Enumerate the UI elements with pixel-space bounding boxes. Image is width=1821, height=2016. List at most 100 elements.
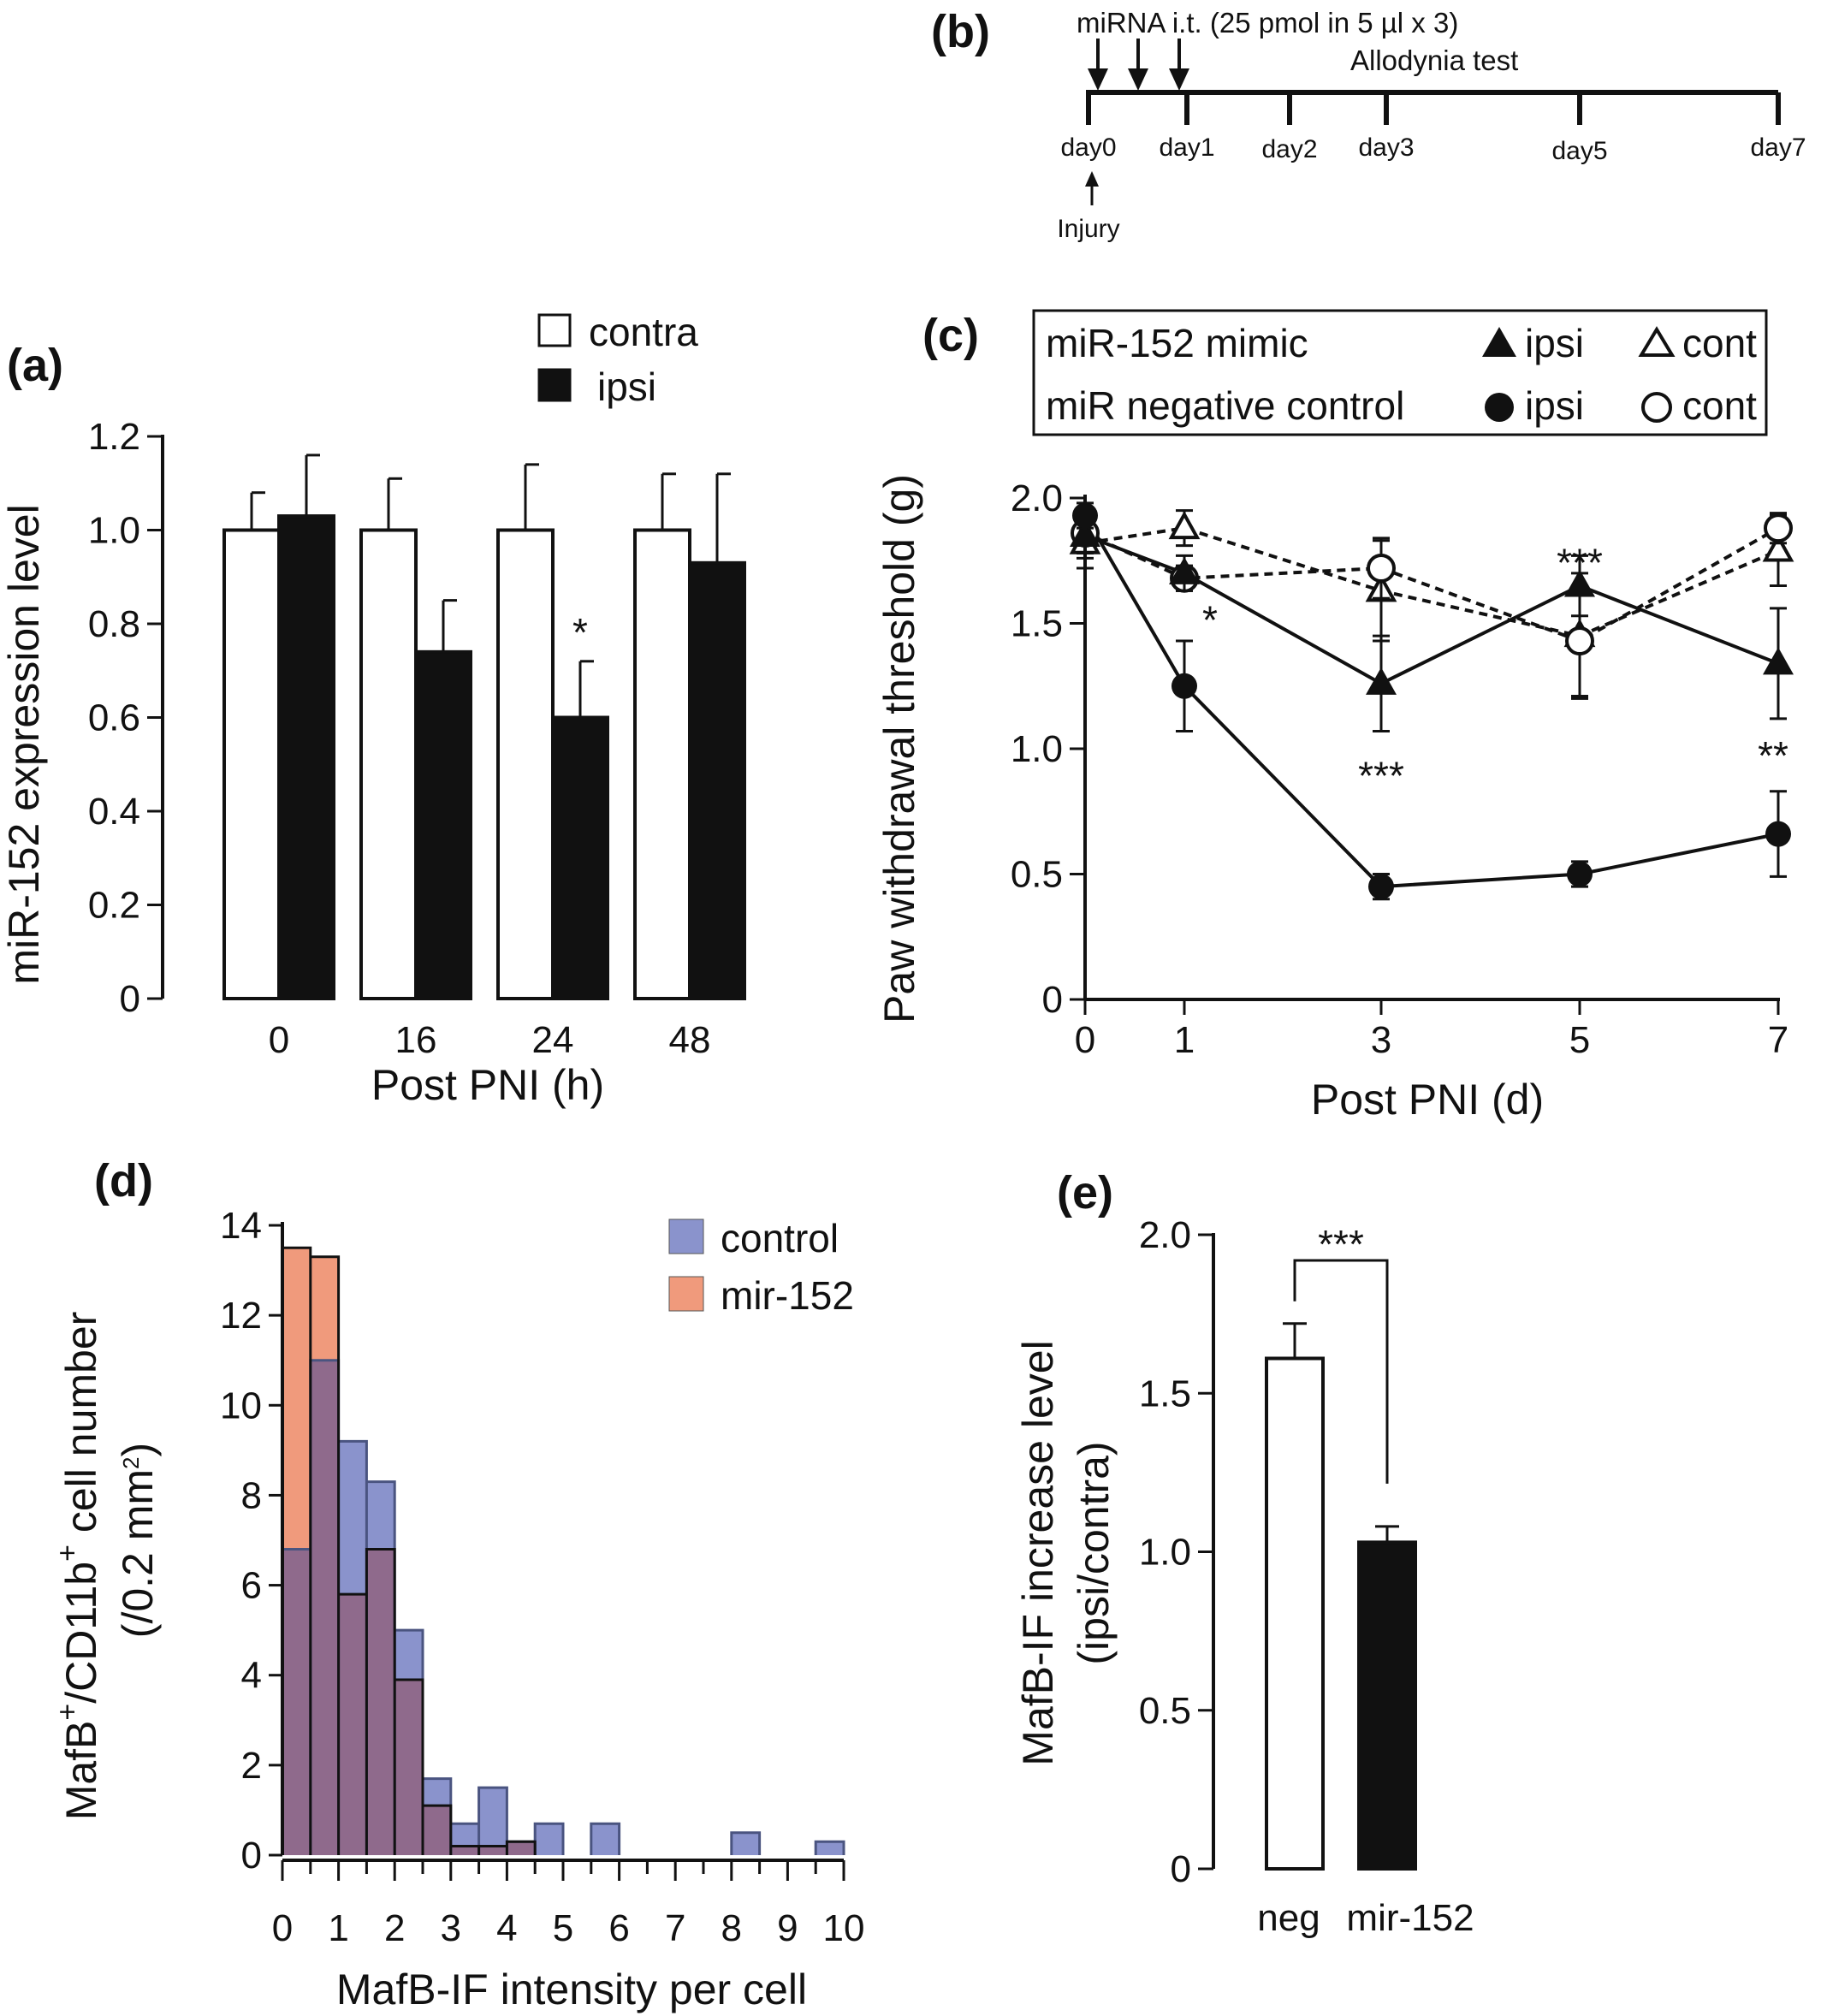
ylabel2-sup: 2 — [118, 1456, 144, 1468]
y-tick-label: 6 — [241, 1565, 262, 1607]
bin-overlap — [478, 1846, 507, 1855]
significance-star: *** — [1318, 1222, 1364, 1266]
y-tick-label: 0.8 — [88, 603, 140, 645]
panel-c: (c) miR-152 mimic miR negative control i… — [875, 309, 1794, 1124]
y-tick-label: 8 — [241, 1474, 262, 1516]
bin-overlap — [423, 1806, 451, 1855]
y-tick-label: 4 — [241, 1655, 262, 1697]
injection-arrow-head — [1088, 68, 1108, 91]
data-point — [1764, 513, 1793, 543]
ylabel-part-mafb: MafB — [57, 1721, 105, 1821]
y-tick-label: 0 — [1171, 1848, 1191, 1890]
legend-swatch-mir152 — [668, 1276, 704, 1312]
x-tick-label: 0 — [269, 1019, 289, 1061]
y-tick-label: 12 — [220, 1295, 262, 1337]
y-tick-label: 1.0 — [88, 510, 140, 552]
legend-marker-mimic-ipsi — [1482, 327, 1516, 357]
bar-ipsi — [277, 514, 335, 1000]
x-tick-label: 0 — [1075, 1019, 1095, 1061]
data-point — [1366, 667, 1397, 695]
day-label: day5 — [1551, 137, 1607, 165]
x-tick-label: 3 — [1371, 1019, 1391, 1061]
x-tick-label: 5 — [553, 1907, 573, 1949]
x-tick-label: 4 — [496, 1907, 517, 1949]
bar-ipsi — [688, 560, 746, 1000]
bin-overlap — [338, 1594, 367, 1855]
panel-b-label: (b) — [931, 6, 990, 57]
bin-overlap — [366, 1549, 395, 1855]
legend-marker-neg-cont — [1641, 392, 1672, 423]
x-tick-label: 1 — [1174, 1019, 1195, 1061]
x-tick-label: 3 — [441, 1907, 461, 1949]
panel-a-ylabel: miR-152 expression level — [0, 504, 48, 984]
bin-overlap — [310, 1360, 339, 1855]
data-point — [1171, 673, 1197, 699]
bar-contra — [359, 528, 418, 1000]
x-tick-label: 8 — [721, 1907, 742, 1949]
bar-ipsi — [551, 715, 609, 1000]
bar-contra — [222, 528, 281, 1000]
x-tick-label: 16 — [395, 1019, 437, 1061]
significance-star: * — [1202, 598, 1218, 643]
x-tick-label: 9 — [777, 1907, 798, 1949]
y-tick-label: 0.5 — [1139, 1690, 1191, 1732]
bin-control — [535, 1823, 563, 1855]
panel-b: (b) miRNA i.t. (25 pmol in 5 µl x 3) All… — [931, 6, 1806, 243]
bin-control — [338, 1441, 367, 1595]
bin-control — [450, 1823, 479, 1847]
injury-label: Injury — [1057, 215, 1119, 243]
x-tick-label: 1 — [328, 1907, 348, 1949]
ylabel2-part-1: (/0.2 mm — [114, 1469, 162, 1638]
x-tick-label: mir-152 — [1346, 1897, 1474, 1939]
bar-contra — [496, 528, 555, 1000]
data-point — [1763, 647, 1794, 675]
panel-c-legend-box — [1032, 309, 1768, 436]
histogram-outline-mir-152 — [281, 1246, 537, 1855]
y-tick-label: 0.2 — [88, 885, 140, 927]
significance-star: *** — [1557, 540, 1603, 584]
bin-control — [816, 1841, 844, 1855]
bar-neg — [1265, 1356, 1325, 1871]
x-tick-label: 48 — [669, 1019, 711, 1061]
y-tick-label: 0 — [241, 1835, 262, 1877]
x-tick-label: 24 — [532, 1019, 574, 1061]
panel-a-legend: contra ipsi — [537, 310, 698, 409]
x-tick-label: 2 — [384, 1907, 405, 1949]
data-point — [1565, 626, 1594, 656]
panel-c-ylabel: Paw withdrawal threshold (g) — [875, 474, 923, 1023]
legend-label-mir152: mir-152 — [721, 1273, 854, 1318]
timeline-test-label: Allodynia test — [1350, 44, 1518, 76]
data-point — [1168, 511, 1201, 540]
y-tick-label: 0 — [1042, 979, 1063, 1021]
panel-e-ylabel-2: (ipsi/contra) — [1070, 1441, 1118, 1664]
timeline-header: miRNA i.t. (25 pmol in 5 µl x 3) — [1077, 7, 1458, 39]
panel-d: (d) MafB+/CD11b+ cell number (/0.2 mm2) … — [51, 1155, 864, 2013]
legend-label-control: control — [721, 1216, 839, 1260]
legend-swatch-contra — [537, 313, 572, 347]
day-label: day1 — [1159, 133, 1214, 162]
panel-d-ylabel-2: (/0.2 mm2) — [114, 1443, 162, 1638]
y-tick-label: 1.0 — [1139, 1532, 1191, 1574]
x-tick-label: 0 — [272, 1907, 293, 1949]
y-tick-label: 0.4 — [88, 791, 140, 833]
x-tick-label: 5 — [1569, 1019, 1590, 1061]
significance-star: * — [572, 610, 588, 655]
legend-label-mimic-ipsi: ipsi — [1525, 321, 1584, 365]
panel-d-ylabel: MafB+/CD11b+ cell number — [51, 1312, 105, 1821]
y-tick-label: 0.6 — [88, 697, 140, 739]
y-tick-label: 2.0 — [1139, 1214, 1191, 1256]
bin-overlap — [450, 1846, 479, 1855]
bin-control — [731, 1832, 760, 1855]
panel-c-legend: miR-152 mimic miR negative control ipsi … — [1046, 321, 1757, 428]
legend-swatch-ipsi — [537, 368, 572, 402]
panel-a-xlabel: Post PNI (h) — [371, 1061, 604, 1109]
data-point — [1367, 554, 1396, 584]
panel-a-label: (a) — [7, 340, 63, 391]
panel-d-legend: control mir-152 — [668, 1216, 854, 1318]
data-point — [1765, 821, 1791, 847]
y-tick-label: 1.0 — [1011, 728, 1063, 770]
ylabel-sup-2: + — [51, 1545, 84, 1562]
bar-mir-152 — [1357, 1540, 1417, 1871]
bin-control — [478, 1788, 507, 1847]
